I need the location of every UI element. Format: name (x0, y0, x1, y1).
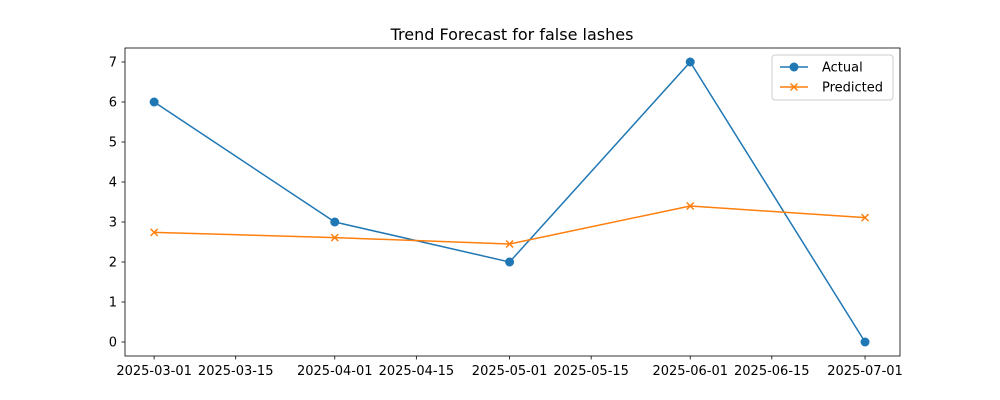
actual-point (149, 97, 159, 107)
y-tick-label: 7 (109, 56, 117, 71)
actual-point (685, 57, 695, 67)
plot-frame (124, 47, 901, 357)
predicted-point (861, 213, 870, 222)
legend-marker-predicted (789, 82, 799, 92)
legend-label-predicted: Predicted (822, 81, 883, 96)
x-tick-label: 2025-05-15 (553, 364, 629, 379)
axes: 2025-03-01 2025-03-15 2025-04-01 2025-04-15… (109, 47, 903, 379)
x-tick-label: 2025-03-15 (198, 364, 274, 379)
y-tick-label: 2 (109, 256, 117, 271)
y-tick-label: 5 (109, 136, 117, 151)
actual-point (505, 257, 515, 267)
actual-point (330, 217, 340, 227)
x-tick-label: 2025-06-15 (734, 364, 810, 379)
y-tick-label: 3 (109, 216, 117, 231)
predicted-point (686, 201, 695, 211)
x-tick-label: 2025-07-01 (827, 364, 903, 379)
actual-line (153, 61, 866, 343)
x-tick-label: 2025-04-15 (379, 364, 455, 379)
predicted-point (505, 239, 514, 249)
y-tick-label: 1 (109, 296, 117, 311)
plot-series (149, 57, 870, 347)
legend-label-actual: Actual (822, 61, 863, 76)
x-tick-label: 2025-06-01 (652, 364, 728, 379)
legend: Actual Predicted (771, 54, 894, 101)
predicted-point (150, 228, 159, 237)
y-tick-label: 4 (109, 176, 117, 191)
x-tick-label: 2025-05-01 (472, 364, 548, 379)
x-tick-label: 2025-03-01 (116, 364, 192, 379)
predicted-line (154, 205, 866, 245)
x-tick-label: 2025-04-01 (297, 364, 373, 379)
legend-marker-actual (789, 62, 799, 72)
chart-title: Trend Forecast for false lashes (390, 25, 634, 44)
actual-point (860, 337, 870, 347)
y-tick-label: 6 (109, 96, 117, 111)
predicted-point (330, 233, 339, 242)
y-tick-label: 0 (109, 336, 117, 351)
